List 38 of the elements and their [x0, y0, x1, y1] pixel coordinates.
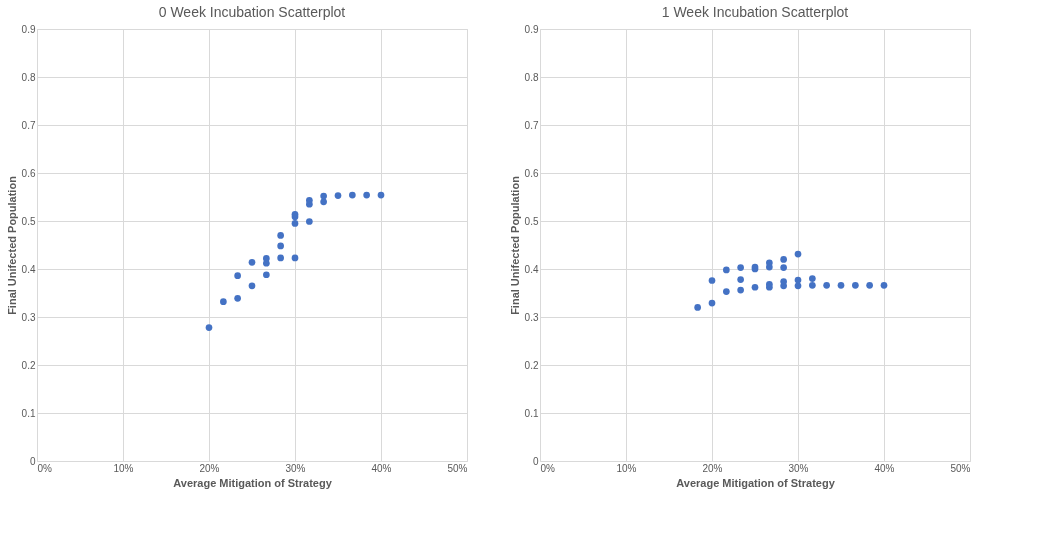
y-tick-label: 0.3 [21, 311, 36, 323]
chart-title: 1 Week Incubation Scatterplot [661, 4, 849, 20]
x-tick-label: 0% [540, 462, 556, 474]
x-tick-label: 20% [199, 462, 220, 474]
y-tick-label: 0.6 [21, 167, 36, 179]
y-tick-label: 0.4 [524, 263, 539, 275]
y-tick-label: 0.8 [524, 71, 539, 83]
x-tick-label: 30% [285, 462, 306, 474]
x-tick-label: 50% [950, 462, 971, 474]
x-tick-label: 10% [113, 462, 134, 474]
x-tick-label: 10% [616, 462, 637, 474]
y-tick-label: 0 [532, 455, 539, 467]
x-tick-label: 40% [874, 462, 895, 474]
y-tick-label: 0.5 [524, 215, 539, 227]
x-tick-label: 0% [37, 462, 53, 474]
x-tick-label: 50% [447, 462, 468, 474]
y-axis-title: Final Unifected Population [508, 175, 521, 315]
y-tick-label: 0.7 [524, 119, 539, 131]
y-tick-label: 0.8 [21, 71, 36, 83]
y-tick-label: 0.9 [21, 23, 36, 35]
chart-title: 0 Week Incubation Scatterplot [158, 4, 346, 20]
x-axis-title: Average Mitigation of Strategy [676, 476, 836, 489]
y-tick-label: 0.7 [21, 119, 36, 131]
y-tick-label: 0 [29, 455, 36, 467]
x-tick-label: 40% [371, 462, 392, 474]
y-tick-label: 0.3 [524, 311, 539, 323]
y-axis-title: Final Unifected Population [5, 175, 18, 315]
y-tick-label: 0.2 [21, 359, 36, 371]
y-tick-label: 0.5 [21, 215, 36, 227]
y-tick-label: 0.4 [21, 263, 36, 275]
y-tick-label: 0.1 [21, 407, 36, 419]
y-tick-label: 0.1 [524, 407, 539, 419]
x-axis-title: Average Mitigation of Strategy [173, 476, 333, 489]
y-tick-label: 0.9 [524, 23, 539, 35]
x-tick-label: 20% [702, 462, 723, 474]
y-tick-label: 0.2 [524, 359, 539, 371]
x-tick-label: 30% [788, 462, 809, 474]
y-tick-label: 0.6 [524, 167, 539, 179]
